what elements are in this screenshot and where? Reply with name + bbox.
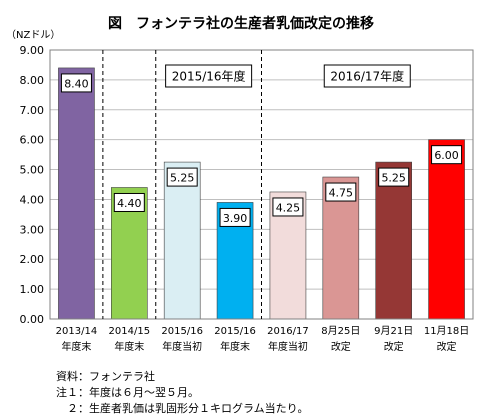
value-label-box [272,197,304,217]
bar [58,67,95,320]
x-tick-label: 2013/14 [56,326,98,337]
x-tick-label-line2: 年度末 [220,340,250,353]
value-label: 4.25 [276,201,301,214]
x-tick-label: 2014/15 [109,326,151,337]
y-axis-label: （NZドル） [6,29,60,41]
y-tick-label: 6.00 [20,134,45,147]
x-tick-label: 2015/16 [214,326,256,337]
y-tick-label: 8.00 [20,74,45,87]
value-label: 5.25 [381,172,406,185]
y-tick-label: 4.00 [20,193,45,206]
y-tick-label: 3.00 [20,223,45,236]
labels-layer: 2015/16年度 2016/17年度 8.40 4.40 5.25 3.90 4.25 4.… [60,64,463,227]
x-tick-label-line2: 改定 [437,340,457,353]
group-label: 2016/17年度 [330,69,404,84]
value-label-box [60,73,92,93]
y-tick-label: 2.00 [20,253,45,266]
x-tick-label-line2: 年度当初 [162,340,202,353]
x-tick-label-line2: 改定 [331,340,351,353]
group-label-box [165,64,253,88]
value-label: 4.75 [329,187,354,200]
value-label-box [325,182,357,202]
group-label: 2015/16年度 [172,69,246,84]
x-tick-label: 2016/17 [267,326,309,337]
value-label-box [378,167,410,187]
group-label-box [323,64,411,88]
value-label-box [113,192,145,212]
value-label-box [166,167,198,187]
note-2: ２：生産者乳価は乳固形分１キログラム当たり。 [56,402,309,415]
x-tick-label-line2: 年度末 [61,340,91,353]
source-note: 資料：フォンテラ社 [56,370,155,383]
x-tick-label: 8月25日 [321,325,360,337]
value-label: 8.40 [64,77,89,90]
value-label: 4.40 [117,197,142,210]
x-tick-label-line2: 年度当初 [268,340,308,353]
value-label-box [219,207,251,227]
y-tick-label: 9.00 [20,44,45,57]
x-tick-label: 11月18日 [424,325,469,337]
value-label: 6.00 [434,149,459,162]
axis-layer: 0.00 1.00 2.00 3.00 4.00 5.00 6.00 7.00 8.00 9.00… [20,44,474,353]
x-tick-label: 9月21日 [374,325,413,337]
x-tick-label: 2015/16 [161,326,203,337]
y-tick-label: 0.00 [20,313,45,326]
y-tick-label: 7.00 [20,104,45,117]
y-tick-label: 5.00 [20,164,45,177]
bar [375,161,412,320]
chart-title: 図 フォンテラ社の生産者乳価改定の推移 [108,15,374,32]
x-tick-label-line2: 年度末 [114,340,144,353]
notes: 資料：フォンテラ社 注１：年度は６月～翌５月。 ２：生産者乳価は乳固形分１キログ… [56,369,308,417]
note-1: 注１：年度は６月～翌５月。 [56,386,199,399]
value-label: 5.25 [170,172,195,185]
value-label-box [431,145,463,165]
bar [428,139,465,320]
x-tick-label-line2: 改定 [384,340,404,353]
value-label: 3.90 [223,212,248,225]
y-tick-label: 1.00 [20,283,45,296]
